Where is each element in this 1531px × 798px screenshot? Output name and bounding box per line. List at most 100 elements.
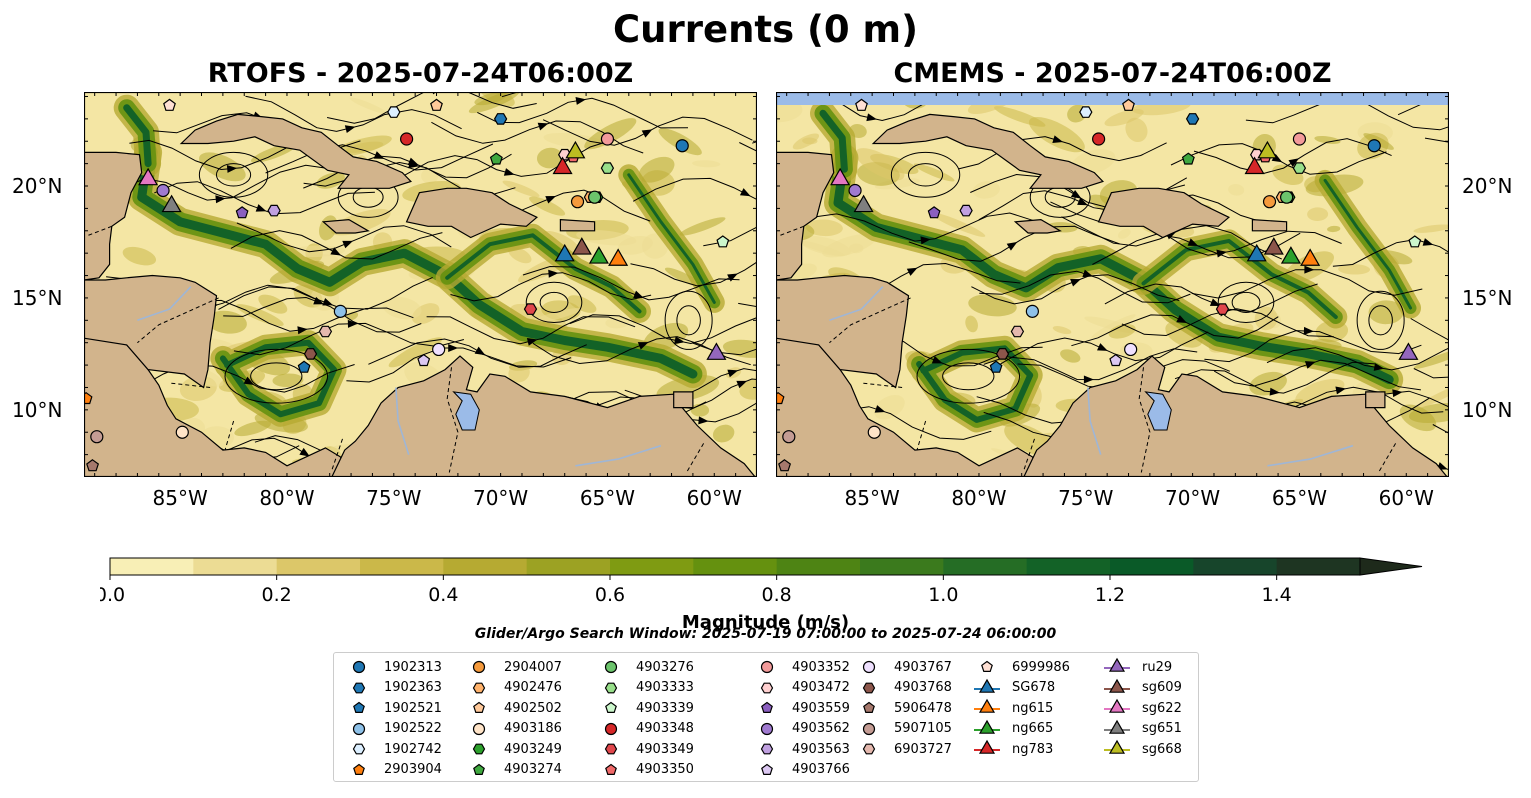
lon-tick-label: 70°W: [1164, 486, 1221, 510]
lat-tick-label-left: 10°N: [12, 397, 63, 422]
triangle-marker-icon: [974, 698, 1000, 713]
hexagon-marker-icon: [862, 682, 876, 693]
platform-sg609: [1263, 237, 1284, 255]
hexagon-marker-icon: [604, 682, 618, 693]
legend-marker: [760, 682, 774, 693]
legend-label: 4903274: [504, 762, 562, 777]
triangle-marker-icon: [1104, 739, 1130, 754]
legend-item: 4903563: [754, 739, 850, 759]
legend-marker: [473, 763, 485, 775]
legend-marker: [604, 743, 618, 755]
hexagon-marker-icon: [472, 743, 486, 755]
platform-4903352: [1292, 132, 1307, 146]
platform-2904007: [570, 195, 585, 209]
pentagon-marker-icon: [761, 763, 773, 775]
platform-4903559: [927, 206, 941, 219]
legend-marker: [605, 763, 617, 775]
colorbar-segment: [1193, 558, 1278, 575]
legend-label: 4903768: [894, 680, 952, 695]
platform-4903276: [1280, 190, 1294, 204]
pentagon-marker-icon: [473, 763, 485, 775]
legend-item: 2903904: [346, 760, 442, 780]
legend-marker: [862, 722, 876, 735]
lon-tick-label: 70°W: [472, 486, 529, 510]
landmass: [84, 113, 757, 477]
hexagon-marker-icon: [472, 682, 486, 693]
legend-label: 6999986: [1012, 659, 1070, 675]
platform-4903563: [959, 204, 973, 217]
legend-item: 1902363: [346, 678, 442, 698]
legend-label: ru29: [1142, 659, 1173, 675]
circle-marker-icon: [352, 722, 366, 735]
legend-item: sg668: [1104, 739, 1182, 759]
pentagon-marker-icon: [353, 701, 365, 713]
legend-marker: [863, 701, 875, 713]
legend-marker: [604, 660, 618, 674]
colorbar-extend-arrow: [1359, 557, 1423, 576]
circle-marker-icon: [760, 722, 774, 735]
legend-marker: [604, 722, 618, 735]
legend-item: 4903348: [598, 719, 694, 739]
platform-ng615: [608, 248, 629, 266]
panel-title-cmems: CMEMS - 2025-07-24T06:00Z: [893, 58, 1332, 89]
platform-sg668: [565, 140, 586, 159]
lake-maracaibo: [1144, 391, 1172, 431]
legend-label: sg651: [1142, 721, 1182, 736]
circle-marker-icon: [862, 722, 876, 735]
legend-item: 1902521: [346, 698, 442, 718]
legend-marker: [1108, 678, 1126, 693]
legend-marker: [352, 743, 366, 755]
legend-label: 1902313: [384, 659, 442, 675]
platform-4903559: [235, 206, 249, 219]
platform-4903333: [600, 162, 615, 174]
map-frame: [84, 92, 757, 477]
country-border: [829, 297, 911, 344]
lon-tick-label: 75°W: [1058, 486, 1114, 510]
legend-marker: [862, 660, 876, 674]
hexagon-marker-icon: [352, 682, 366, 693]
colorbar-tick-label: 0.0: [100, 584, 125, 606]
circle-marker-icon: [472, 660, 486, 674]
legend-marker: [1108, 719, 1126, 734]
colorbar-segment: [610, 558, 694, 575]
platform-4903768: [303, 348, 318, 360]
platform-6999986: [163, 98, 176, 111]
platform-4903339: [1408, 235, 1422, 248]
river: [1267, 444, 1354, 467]
legend-marker: [605, 701, 617, 713]
legend-item: 4903186: [466, 719, 562, 739]
hexagon-marker-icon: [760, 682, 774, 693]
legend-label: 4903559: [792, 700, 850, 716]
lon-tick-label: 80°W: [259, 486, 315, 510]
platform-4903348: [400, 132, 414, 146]
colorbar-tick-label: 0.6: [595, 584, 625, 606]
no-data-band: [776, 92, 1449, 105]
legend-marker: [1108, 698, 1126, 713]
legend-marker: [978, 678, 996, 693]
platform-ng783: [1244, 156, 1265, 175]
legend-label: sg668: [1142, 741, 1182, 757]
triangle-marker-icon: [1104, 657, 1130, 672]
platform-4903333: [1292, 162, 1307, 174]
country-border: [1023, 438, 1035, 471]
pentagon-marker-icon: [761, 701, 773, 713]
colorbar-tick-label: 0.2: [262, 584, 292, 606]
country-border: [1378, 443, 1397, 473]
legend-marker: [472, 682, 486, 693]
legend-label: 4903350: [636, 762, 694, 777]
pentagon-marker-icon: [473, 701, 485, 713]
platform-ng615: [1300, 248, 1321, 266]
lat-tick-label-right: 10°N: [1462, 397, 1513, 422]
platform-ru29: [706, 342, 727, 360]
pentagon-marker-icon: [353, 763, 365, 775]
colorbar-tick-label: 1.2: [1095, 584, 1125, 606]
lon-tick-label: 65°W: [579, 486, 636, 510]
colorbar-tick-label: 1.4: [1262, 584, 1292, 606]
search-window-text: Glider/Argo Search Window: 2025-07-19 07…: [474, 626, 1057, 642]
lat-tick-label-right: 15°N: [1462, 285, 1513, 310]
legend-item: 6903727: [856, 739, 952, 759]
legend-marker: [472, 722, 486, 735]
platform-4903348: [1092, 132, 1106, 146]
country-border: [686, 443, 705, 473]
platform-sg668: [1257, 140, 1278, 159]
